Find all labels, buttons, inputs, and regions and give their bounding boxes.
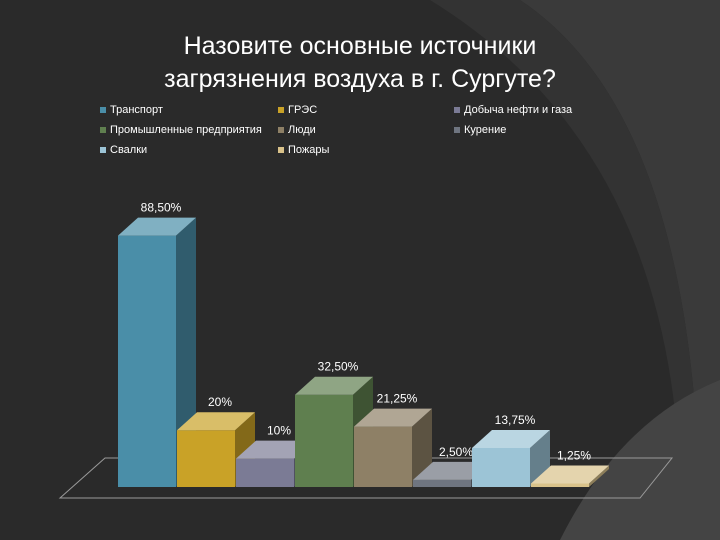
legend: Транспорт ГРЭС Добыча нефти и газа Промы… xyxy=(100,104,620,164)
bar-top xyxy=(295,376,373,395)
legend-swatch xyxy=(278,107,284,113)
legend-label: Люди xyxy=(288,124,316,136)
legend-item: Курение xyxy=(454,124,506,136)
bar-top xyxy=(531,465,609,484)
legend-swatch xyxy=(454,127,460,133)
bar-front xyxy=(295,394,353,487)
legend-item: Свалки xyxy=(100,144,147,156)
legend-label: Транспорт xyxy=(110,104,163,116)
legend-item: ГРЭС xyxy=(278,104,317,116)
bar-front xyxy=(472,447,530,487)
legend-item: Люди xyxy=(278,124,316,136)
title-line-2: загрязнения воздуха в г. Сургуте? xyxy=(164,65,556,93)
data-label: 20% xyxy=(208,395,232,409)
bars-group: 88,50% 20% 10% 32,50% 21,25% 2,50% 13,75% 1,25% xyxy=(118,201,609,487)
bar-front xyxy=(354,426,412,487)
data-label: 88,50% xyxy=(141,201,182,215)
legend-swatch xyxy=(100,127,106,133)
legend-label: Добыча нефти и газа xyxy=(464,104,573,116)
chart-title: Назовите основные источники загрязнения … xyxy=(60,30,660,96)
bar-top xyxy=(472,429,550,448)
bar: 21,25% xyxy=(354,392,432,487)
legend-swatch xyxy=(278,127,284,133)
bar-top xyxy=(177,412,255,431)
legend-swatch xyxy=(100,107,106,113)
bar-top xyxy=(118,217,196,236)
bar: 13,75% xyxy=(472,413,550,487)
bar-side xyxy=(589,465,609,487)
legend-item: Промышленные предприятия xyxy=(100,124,262,136)
bar-top xyxy=(354,408,432,427)
bar-front xyxy=(118,235,176,487)
legend-label: Пожары xyxy=(288,144,330,156)
bar: 88,50% xyxy=(118,201,196,487)
bar-front xyxy=(177,430,235,487)
bar-front xyxy=(531,483,589,487)
legend-item: Добыча нефти и газа xyxy=(454,104,572,116)
legend-label: Свалки xyxy=(110,144,148,156)
legend-swatch xyxy=(278,147,284,153)
data-label: 2,50% xyxy=(439,445,473,459)
title-line-1: Назовите основные источники xyxy=(183,32,537,60)
legend-item: Транспорт xyxy=(100,104,163,116)
legend-swatch xyxy=(454,107,460,113)
legend-swatch xyxy=(100,147,106,153)
legend-label: Промышленные предприятия xyxy=(110,124,262,136)
bar: 1,25% xyxy=(531,448,609,487)
bar: 10% xyxy=(236,424,314,487)
data-label: 1,25% xyxy=(557,448,591,462)
legend-label: Курение xyxy=(464,124,507,136)
bar-top xyxy=(413,461,491,480)
data-label: 10% xyxy=(267,424,291,438)
legend-label: ГРЭС xyxy=(288,104,318,116)
bar-top xyxy=(236,440,314,459)
data-label: 32,50% xyxy=(318,360,359,374)
legend-item: Пожары xyxy=(278,144,329,156)
bar-front xyxy=(236,458,294,487)
data-label: 21,25% xyxy=(377,392,418,406)
chart-floor xyxy=(58,457,674,499)
data-label: 13,75% xyxy=(495,413,536,427)
bar-front xyxy=(413,479,471,487)
